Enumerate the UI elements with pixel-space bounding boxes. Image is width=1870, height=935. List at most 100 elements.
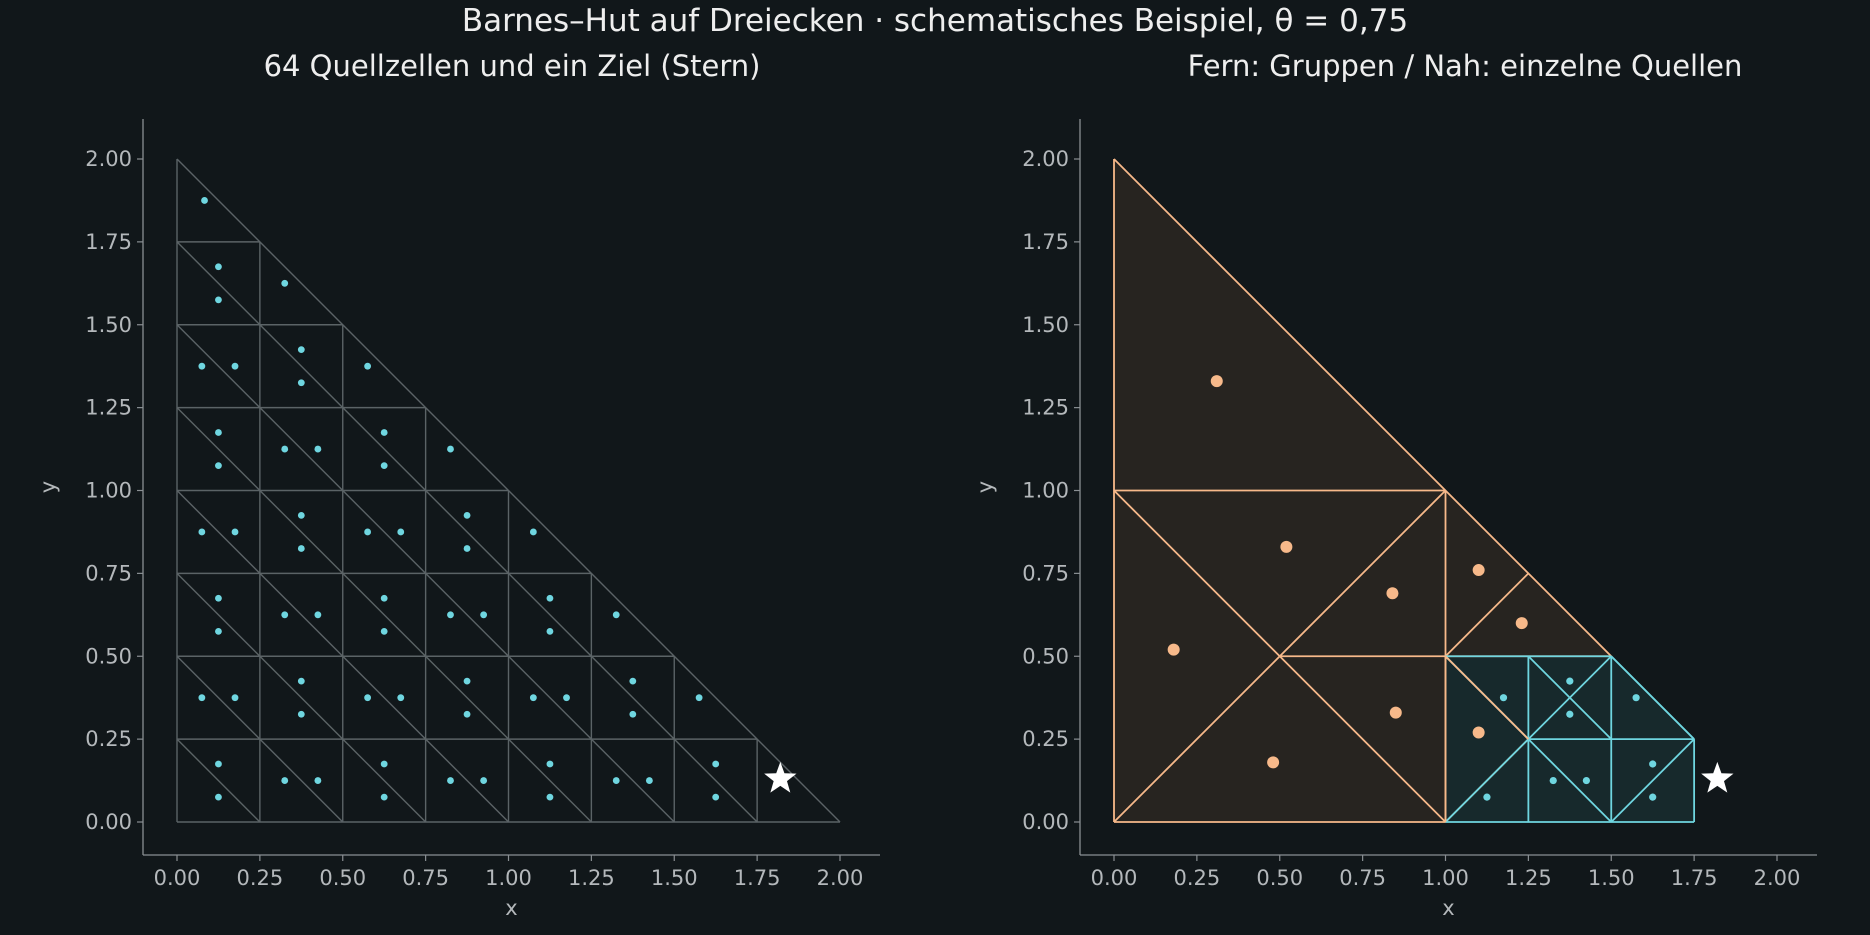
source-point — [364, 694, 372, 702]
y-axis-label: y — [973, 481, 997, 493]
source-point — [463, 545, 471, 552]
x-tick-label: 1.75 — [1671, 866, 1718, 890]
source-point — [297, 710, 305, 718]
near-source-point — [1632, 694, 1640, 702]
y-tick-label: 1.25 — [85, 396, 132, 420]
target-star — [1701, 761, 1734, 793]
near-source-point — [1566, 677, 1574, 685]
source-point — [281, 445, 289, 453]
source-point — [297, 346, 305, 354]
source-point — [201, 197, 208, 204]
x-tick-label: 0.50 — [319, 866, 366, 890]
far-group-point — [1210, 375, 1223, 388]
near-source-point — [1566, 710, 1574, 718]
source-point — [612, 611, 620, 619]
x-axis-label: x — [505, 896, 517, 920]
far-group-point — [1515, 617, 1528, 630]
source-point — [297, 545, 305, 552]
near-cell-edge — [1610, 655, 1695, 740]
y-tick-label: 2.00 — [85, 147, 132, 171]
x-tick-label: 0.75 — [1339, 866, 1386, 890]
x-tick-label: 0.00 — [154, 866, 201, 890]
source-point — [314, 777, 322, 784]
x-tick-label: 0.25 — [1173, 866, 1220, 890]
source-point — [695, 694, 703, 702]
source-point — [215, 793, 222, 801]
source-point — [198, 528, 206, 536]
y-axis-label: y — [36, 481, 60, 493]
source-point — [231, 528, 239, 536]
source-point — [215, 429, 222, 436]
y-tick-label: 2.00 — [1022, 147, 1069, 171]
y-tick-label: 1.50 — [85, 313, 132, 337]
x-tick-label: 2.00 — [817, 866, 864, 890]
source-point — [447, 777, 454, 784]
cell-edge — [176, 738, 261, 823]
panel-title: 64 Quellzellen und ein Ziel (Stern) — [264, 49, 761, 83]
near-cell-edge — [1527, 738, 1612, 823]
source-point — [281, 611, 289, 619]
near-source-point — [1649, 793, 1657, 801]
far-group-point — [1389, 706, 1402, 719]
y-tick-label: 1.00 — [85, 479, 132, 503]
source-point — [480, 611, 488, 619]
source-point — [215, 462, 222, 470]
source-point — [463, 511, 471, 519]
far-group-point — [1267, 756, 1280, 769]
source-point — [215, 760, 222, 768]
source-point — [529, 694, 537, 702]
cell-edge — [176, 572, 427, 823]
source-point — [198, 362, 206, 370]
near-source-point — [1649, 760, 1657, 768]
y-tick-label: 1.50 — [1022, 313, 1069, 337]
source-point — [215, 296, 222, 304]
near-source-point — [1549, 776, 1557, 785]
target-star — [764, 761, 797, 793]
source-point — [629, 710, 637, 718]
cell-edge — [176, 241, 758, 823]
source-point — [397, 528, 405, 536]
far-group-point — [1472, 726, 1485, 739]
source-point — [231, 362, 239, 370]
source-point — [447, 445, 454, 453]
source-point — [281, 279, 289, 287]
source-point — [712, 793, 720, 801]
y-tick-label: 0.50 — [1022, 644, 1069, 668]
right-panel-far-near: Fern: Gruppen / Nah: einzelne Quellen 0.0… — [973, 49, 1817, 920]
panel-title: Fern: Gruppen / Nah: einzelne Quellen — [1188, 49, 1743, 83]
x-tick-label: 1.00 — [1422, 866, 1469, 890]
source-point — [231, 694, 239, 702]
source-point — [364, 362, 372, 370]
source-point — [215, 263, 222, 271]
source-point — [463, 710, 471, 718]
source-point — [629, 677, 637, 685]
x-tick-label: 0.75 — [402, 866, 449, 890]
source-point — [612, 777, 620, 784]
source-point — [297, 677, 305, 685]
source-point — [447, 611, 454, 619]
near-source-point — [1483, 793, 1491, 801]
near-cell-edge — [1444, 738, 1530, 823]
source-point — [281, 777, 289, 784]
far-group-point — [1167, 643, 1180, 656]
source-point — [215, 594, 222, 602]
left-panel-source-cells: 64 Quellzellen und ein Ziel (Stern) 0.00 0… — [36, 49, 880, 920]
source-point — [712, 760, 720, 768]
source-point — [380, 627, 388, 635]
far-group-edge — [1444, 572, 1530, 657]
cell-edge — [176, 158, 841, 823]
source-point — [480, 777, 488, 784]
source-point — [380, 594, 388, 602]
source-point — [463, 677, 471, 685]
source-point — [380, 429, 388, 436]
y-tick-label: 1.75 — [1022, 230, 1069, 254]
far-group-point — [1280, 540, 1293, 553]
source-point — [645, 777, 653, 784]
source-point — [546, 760, 554, 768]
y-tick-label: 0.75 — [85, 561, 132, 585]
x-tick-label: 0.00 — [1091, 866, 1138, 890]
x-tick-label: 1.25 — [1505, 866, 1552, 890]
x-tick-label: 1.75 — [734, 866, 781, 890]
far-group-point — [1386, 587, 1399, 600]
